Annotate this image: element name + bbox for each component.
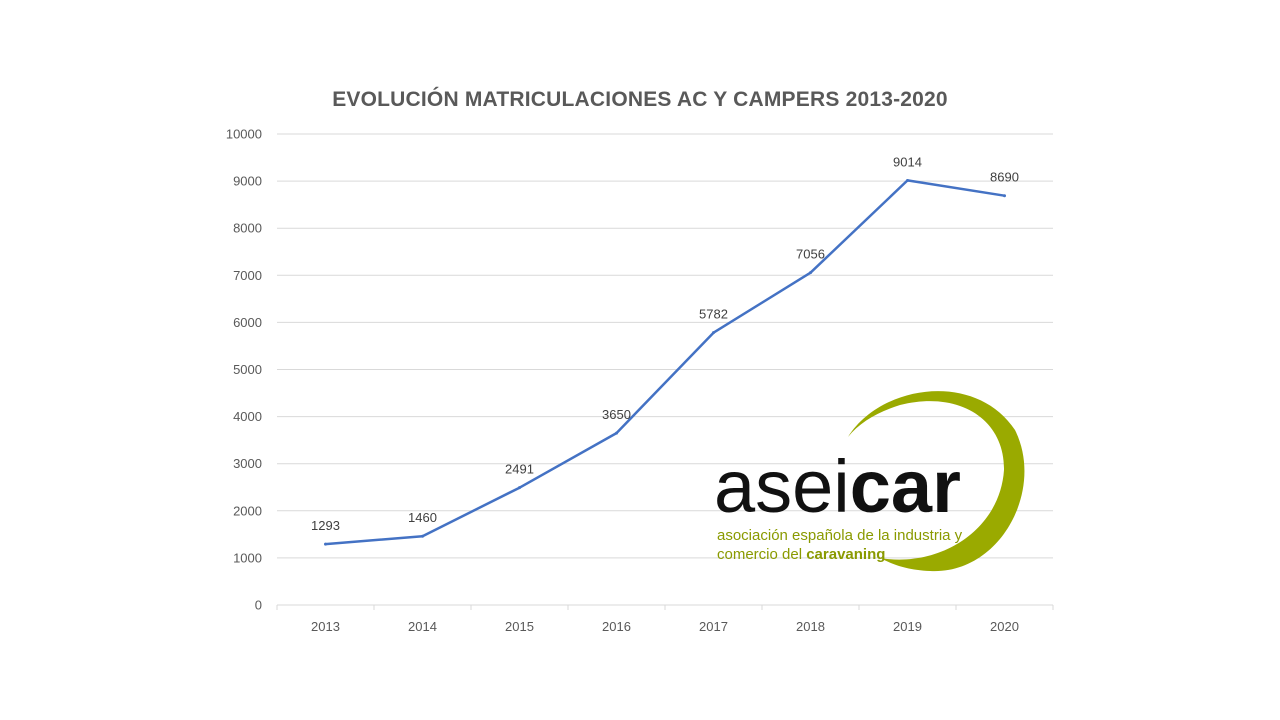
series-layer <box>324 178 1006 546</box>
y-tick-label: 2000 <box>233 503 262 518</box>
y-tick-label: 7000 <box>233 268 262 283</box>
y-tick-label: 1000 <box>233 550 262 565</box>
logo-tagline-1: asociación española de la industria y <box>717 527 963 544</box>
x-tick-label: 2020 <box>990 619 1019 634</box>
data-point <box>906 178 909 182</box>
chart-title: EVOLUCIÓN MATRICULACIONES AC Y CAMPERS 2… <box>332 88 948 111</box>
logo-wordmark: aseicar <box>714 445 961 528</box>
data-label: 1293 <box>311 518 340 533</box>
data-point <box>809 271 812 275</box>
y-tick-label: 3000 <box>233 456 262 471</box>
y-tick-label: 0 <box>255 598 262 613</box>
data-point <box>324 542 327 546</box>
data-label: 1460 <box>408 510 437 525</box>
data-point <box>518 486 521 490</box>
data-label: 2491 <box>505 462 534 477</box>
x-axis-ticks: 2013 2014 2015 2016 2017 2018 2019 2020 <box>311 619 1019 634</box>
data-label: 5782 <box>699 307 728 322</box>
y-axis-ticks: 0 1000 2000 3000 4000 5000 6000 7000 8000 9000 100… <box>226 127 262 613</box>
x-tick-label: 2015 <box>505 619 534 634</box>
gridlines <box>277 133 1053 559</box>
data-point <box>1003 194 1006 198</box>
data-point <box>421 534 424 538</box>
data-label: 9014 <box>893 154 922 169</box>
x-tick-label: 2019 <box>893 619 922 634</box>
x-tick-label: 2014 <box>408 619 437 634</box>
x-tick-label: 2017 <box>699 619 728 634</box>
data-label: 3650 <box>602 407 631 422</box>
x-axis <box>276 604 1054 610</box>
y-tick-label: 10000 <box>226 127 262 142</box>
data-label: 8690 <box>990 170 1019 185</box>
data-label: 7056 <box>796 247 825 262</box>
y-tick-label: 5000 <box>233 362 262 377</box>
logo-tagline-2: comercio del caravaning <box>717 546 885 563</box>
x-tick-label: 2013 <box>311 619 340 634</box>
data-labels: 1293 1460 2491 3650 5782 7056 9014 8690 <box>311 154 1019 533</box>
y-tick-label: 9000 <box>233 174 262 189</box>
data-point <box>615 431 618 435</box>
y-tick-label: 6000 <box>233 315 262 330</box>
x-tick-label: 2016 <box>602 619 631 634</box>
y-tick-label: 4000 <box>233 409 262 424</box>
x-tick-label: 2018 <box>796 619 825 634</box>
series-line <box>324 179 1006 546</box>
aseicar-logo: aseicar asociación española de la indust… <box>714 391 1025 572</box>
y-tick-label: 8000 <box>233 221 262 236</box>
data-point <box>712 331 715 335</box>
logo-swoosh-icon <box>848 391 1025 572</box>
